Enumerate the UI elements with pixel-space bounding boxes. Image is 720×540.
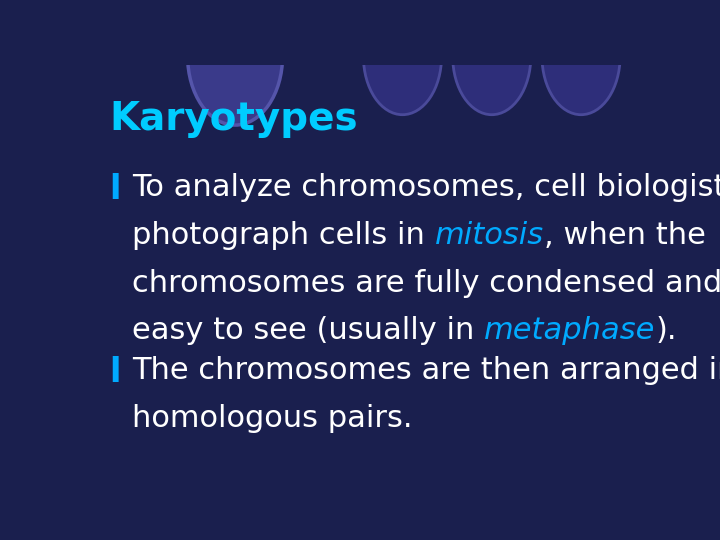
Text: homologous pairs.: homologous pairs.	[132, 404, 413, 433]
Ellipse shape	[453, 0, 531, 114]
Text: metaphase: metaphase	[484, 316, 655, 346]
Ellipse shape	[364, 0, 441, 114]
Ellipse shape	[542, 0, 620, 114]
Text: easy to see (usually in: easy to see (usually in	[132, 316, 484, 346]
Text: ).: ).	[655, 316, 677, 346]
Text: To analyze chromosomes, cell biologists: To analyze chromosomes, cell biologists	[132, 173, 720, 202]
Ellipse shape	[188, 0, 282, 125]
Text: Karyotypes: Karyotypes	[109, 100, 358, 138]
Text: chromosomes are fully condensed and: chromosomes are fully condensed and	[132, 268, 720, 298]
Text: l: l	[109, 173, 121, 206]
Text: mitosis: mitosis	[434, 221, 544, 249]
Text: , when the: , when the	[544, 221, 706, 249]
Text: The chromosomes are then arranged in: The chromosomes are then arranged in	[132, 356, 720, 385]
Text: l: l	[109, 356, 121, 389]
Text: photograph cells in: photograph cells in	[132, 221, 434, 249]
